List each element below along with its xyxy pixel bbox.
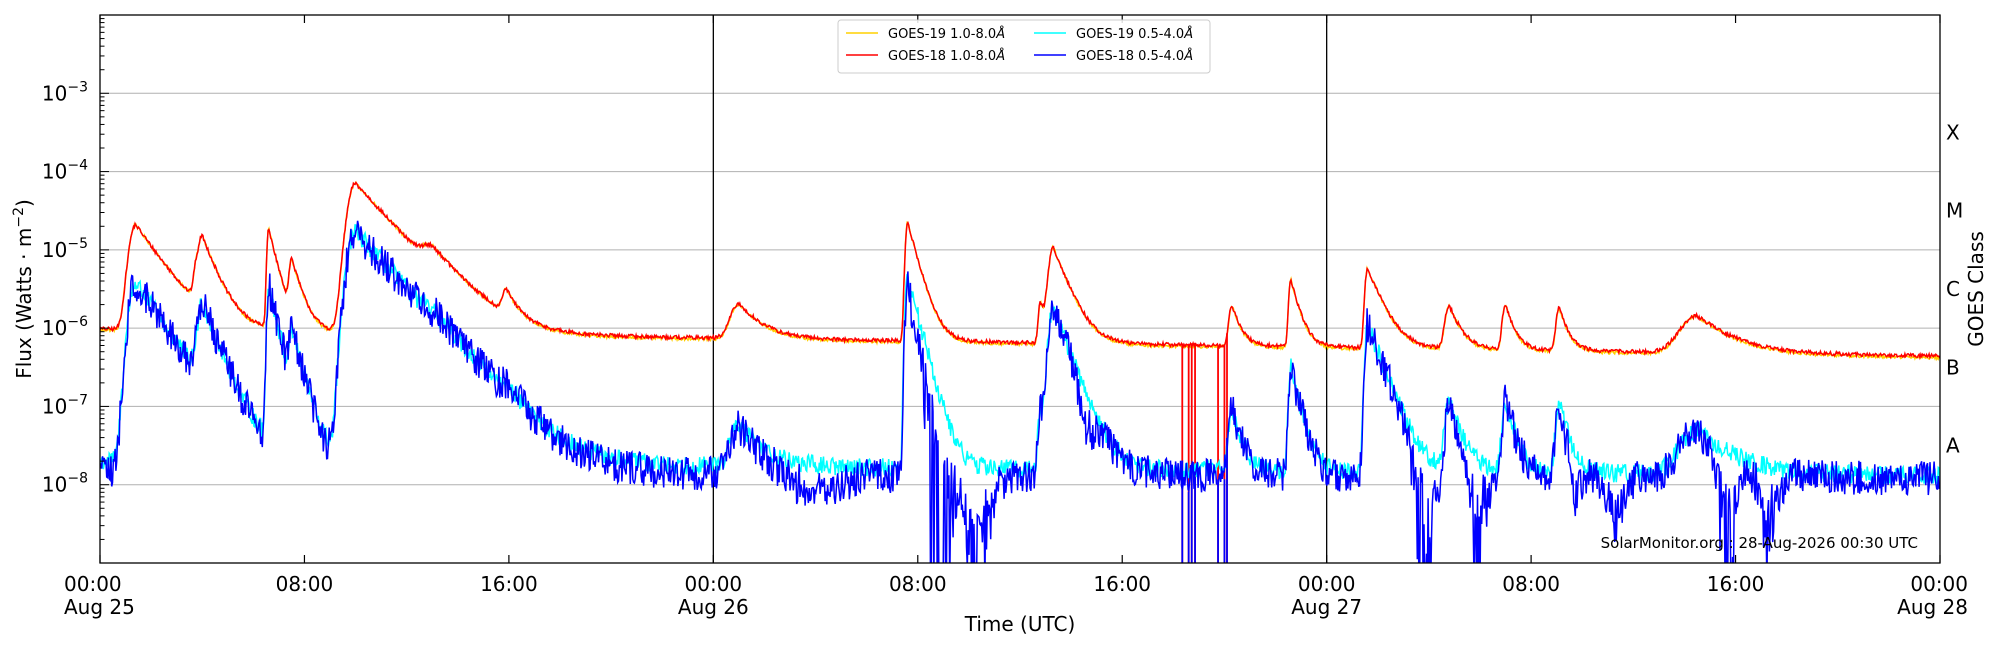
goes-class-label: B — [1946, 355, 1960, 379]
y-tick-exponent: −5 — [67, 236, 88, 252]
goes-class-label: A — [1946, 434, 1960, 458]
y-axis-label-exponent: −2 — [11, 207, 27, 228]
x-tick-label: 00:00 — [1910, 572, 1968, 596]
legend-entry: GOES-18 0.5-4.0Å — [1076, 48, 1193, 64]
plot-frame — [99, 14, 1941, 564]
legend-entry-name: GOES-18 1.0-8.0 — [888, 49, 996, 64]
goes-class-axis: A B C M X — [1946, 120, 1963, 457]
y-tick-base: 10 — [42, 238, 67, 262]
x-tick-date-label: Aug 27 — [1291, 595, 1362, 619]
y-tick-exponent: −3 — [67, 79, 88, 95]
y-axis: 10−810−710−610−510−410−3 — [42, 18, 109, 564]
y-tick-base: 10 — [42, 473, 67, 497]
x-axis-label: Time (UTC) — [964, 612, 1076, 636]
legend-entry: GOES-18 1.0-8.0Å — [888, 48, 1005, 64]
grid-lines — [100, 92, 1940, 486]
y-tick-label: 10−8 — [42, 471, 88, 497]
credit-text: SolarMonitor.org : 28-Aug-2026 00:30 UTC — [1601, 534, 1918, 552]
y-tick-exponent: −4 — [67, 158, 88, 174]
legend-entry-unit: Å — [1183, 26, 1193, 42]
legend-entry-unit: Å — [995, 48, 1005, 64]
legend-entry-unit: Å — [995, 26, 1005, 42]
y-tick-base: 10 — [42, 160, 67, 184]
y-tick-base: 10 — [42, 394, 67, 418]
y-tick-base: 10 — [42, 316, 67, 340]
x-tick-label: 16:00 — [1093, 572, 1151, 596]
series-group — [100, 180, 1940, 563]
x-tick-label: 08:00 — [276, 572, 334, 596]
y-tick-exponent: −6 — [67, 314, 88, 330]
x-tick-label: 16:00 — [1707, 572, 1765, 596]
y-axis-label-close: ) — [12, 199, 36, 207]
legend-entry-name: GOES-19 0.5-4.0 — [1076, 27, 1184, 42]
goes-class-label: M — [1946, 199, 1963, 223]
y-tick-label: 10−6 — [42, 314, 88, 340]
x-tick-date-label: Aug 26 — [678, 595, 749, 619]
goes-class-label: C — [1946, 277, 1960, 301]
legend: GOES-19 1.0-8.0Å GOES-19 0.5-4.0ÅGOES-18 … — [837, 19, 1211, 74]
y-axis-label-main: Flux (Watts · m — [12, 228, 36, 379]
legend-entry-unit: Å — [1183, 48, 1193, 64]
goes-class-label: X — [1946, 120, 1960, 144]
y-tick-label: 10−7 — [42, 392, 88, 418]
y-tick-label: 10−3 — [42, 79, 88, 105]
legend-entry: GOES-19 1.0-8.0Å — [888, 26, 1005, 42]
x-tick-label: 00:00 — [64, 572, 122, 596]
x-tick-label: 08:00 — [889, 572, 947, 596]
x-tick-date-label: Aug 28 — [1897, 595, 1968, 619]
y-tick-label: 10−4 — [42, 158, 88, 184]
y-tick-base: 10 — [42, 81, 67, 105]
y-tick-exponent: −8 — [67, 471, 88, 487]
x-tick-label: 08:00 — [1502, 572, 1560, 596]
x-tick-label: 00:00 — [1298, 572, 1356, 596]
y-axis-label: Flux (Watts · m−2) — [11, 199, 36, 379]
series-line — [100, 220, 1940, 563]
x-tick-date-label: Aug 25 — [64, 595, 135, 619]
legend-entry-name: GOES-18 0.5-4.0 — [1076, 49, 1184, 64]
series-line — [100, 181, 1940, 361]
y-tick-exponent: −7 — [67, 392, 88, 408]
x-tick-label: 00:00 — [685, 572, 743, 596]
y-tick-label: 10−5 — [42, 236, 88, 262]
x-tick-label: 16:00 — [480, 572, 538, 596]
legend-box — [837, 19, 1211, 74]
goes-class-axis-label: GOES Class — [1964, 231, 1988, 347]
legend-entry: GOES-19 0.5-4.0Å — [1076, 26, 1193, 42]
legend-entry-name: GOES-19 1.0-8.0 — [888, 27, 996, 42]
